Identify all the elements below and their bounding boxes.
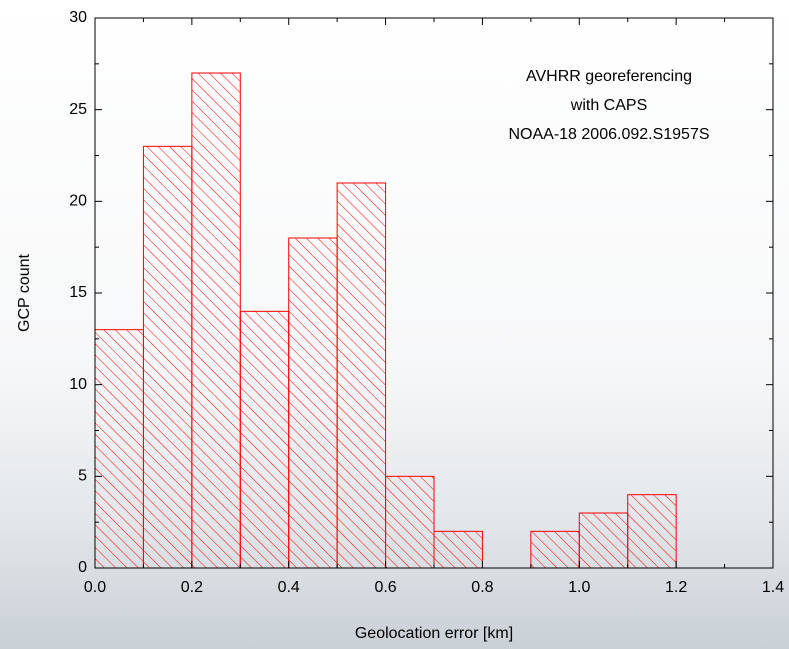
- bar: [336, 182, 387, 569]
- y-tick-label: 20: [69, 193, 87, 210]
- annotation: AVHRR georeferencing: [526, 68, 692, 85]
- bar: [530, 530, 580, 569]
- x-tick-label: 1.2: [665, 579, 687, 596]
- y-tick-label: 5: [78, 468, 87, 485]
- bar: [94, 329, 144, 569]
- bar: [288, 237, 338, 569]
- x-tick-label: 1.0: [568, 579, 590, 596]
- bar: [142, 145, 193, 569]
- x-tick-label: 0.8: [471, 579, 493, 596]
- bar: [385, 475, 435, 569]
- bar: [191, 72, 241, 569]
- y-axis-label: GCP count: [16, 253, 33, 332]
- annotation: with CAPS: [570, 97, 647, 114]
- y-tick-label: 10: [69, 376, 87, 393]
- y-tick-label: 15: [69, 284, 87, 301]
- x-tick-label: 0.4: [278, 579, 300, 596]
- x-tick-label: 0.6: [374, 579, 396, 596]
- bar: [433, 530, 483, 569]
- annotation: NOAA-18 2006.092.S1957S: [508, 126, 709, 143]
- y-tick-label: 0: [78, 559, 87, 576]
- x-axis-label: Geolocation error [km]: [355, 625, 513, 642]
- y-tick-label: 25: [69, 101, 87, 118]
- x-tick-label: 0.0: [84, 579, 106, 596]
- bar: [578, 512, 629, 569]
- x-tick-label: 1.4: [762, 579, 784, 596]
- x-tick-label: 0.2: [181, 579, 203, 596]
- y-tick-label: 30: [69, 9, 87, 26]
- bar: [239, 310, 290, 569]
- bar: [627, 494, 677, 569]
